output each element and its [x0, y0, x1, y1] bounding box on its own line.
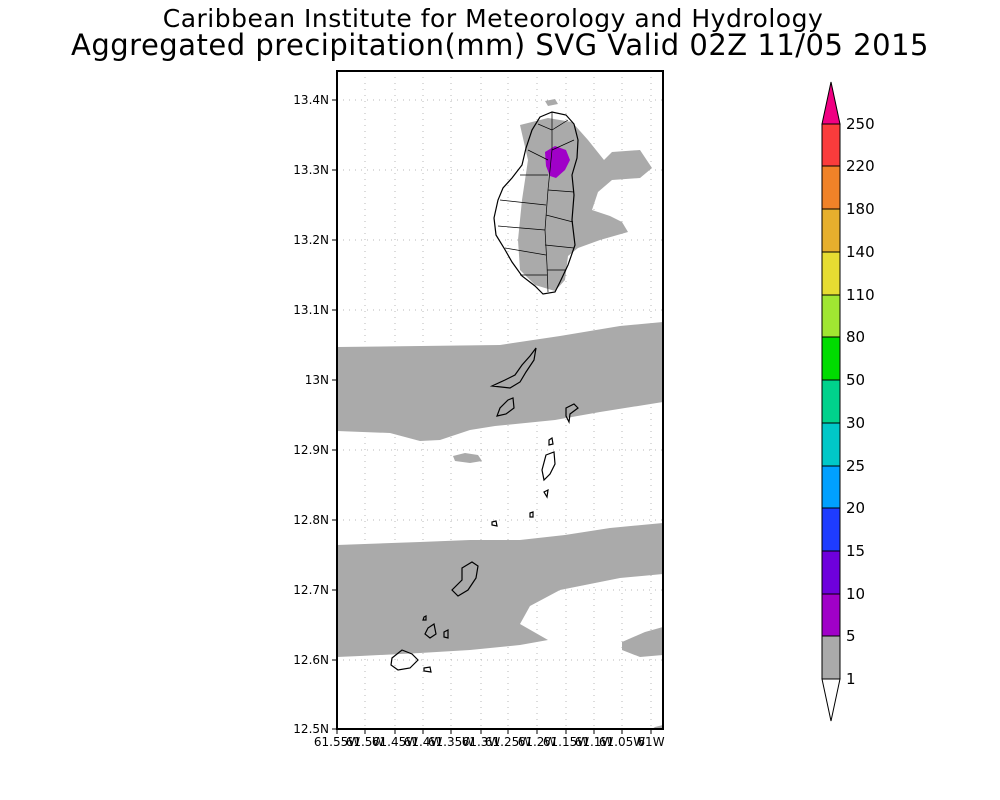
legend-bin-10-15: [821, 550, 841, 595]
legend-label-30: 30: [846, 414, 865, 432]
lat-label-12-8: 12.8N: [293, 513, 329, 527]
legend-label-20: 20: [846, 499, 865, 517]
legend-label-110: 110: [846, 286, 875, 304]
color-legend: [821, 81, 841, 722]
legend-label-1: 1: [846, 670, 856, 688]
legend-label-15: 15: [846, 542, 865, 560]
legend-bin-180-220: [821, 165, 841, 210]
legend-bin-below-1: [821, 678, 841, 722]
island-st-vincent: [493, 111, 579, 295]
lon-label-61-45: 61.45W: [372, 735, 418, 749]
legend-bin-140-180: [821, 208, 841, 253]
legend-label-5: 5: [846, 627, 856, 645]
lon-label-61-1: 61.1W: [575, 735, 614, 749]
lon-label-61-25: 61.25W: [485, 735, 531, 749]
lat-label-13-4: 13.4N: [293, 93, 329, 107]
lat-label-12-9: 12.9N: [293, 443, 329, 457]
legend-label-25: 25: [846, 457, 865, 475]
lat-label-12-5: 12.5N: [293, 722, 329, 736]
lon-label-61-3: 61.3W: [462, 735, 501, 749]
legend-bin-15-20: [821, 507, 841, 552]
legend-bin-110-140: [821, 251, 841, 296]
watershed-lines: [497, 112, 575, 293]
island-outlines: [390, 111, 579, 673]
legend-bin-1-5: [821, 635, 841, 680]
legend-label-250: 250: [846, 115, 875, 133]
legend-label-140: 140: [846, 243, 875, 261]
lon-label-61-05: 61.05W: [599, 735, 645, 749]
legend-label-10: 10: [846, 585, 865, 603]
lat-label-12-7: 12.7N: [293, 583, 329, 597]
legend-label-50: 50: [846, 371, 865, 389]
legend-bin-25-30: [821, 422, 841, 467]
lon-label-61-35: 61.35W: [428, 735, 474, 749]
lat-label-13-3: 13.3N: [293, 163, 329, 177]
legend-bin-20-25: [821, 465, 841, 509]
legend-bin-30-50: [821, 379, 841, 424]
lon-label-61-55: 61.55W: [314, 735, 360, 749]
lat-label-13: 13N: [305, 373, 329, 387]
lon-label-61-15: 61.15W: [543, 735, 589, 749]
map-title-product: Aggregated precipitation(mm) SVG Valid 0…: [71, 28, 929, 62]
lon-label-61: 61W: [637, 735, 664, 749]
legend-label-80: 80: [846, 328, 865, 346]
lat-label-13-1: 13.1N: [293, 303, 329, 317]
legend-label-220: 220: [846, 157, 875, 175]
lon-label-61-2: 61.2W: [518, 735, 557, 749]
legend-bin-80-110: [821, 294, 841, 338]
map-title-institute: Caribbean Institute for Meteorology and …: [162, 4, 824, 33]
legend-bin-220-250: [821, 123, 841, 167]
legend-bin-50-80: [821, 336, 841, 381]
lon-label-61-4: 61.4W: [404, 735, 443, 749]
lon-label-61-5: 61.5W: [346, 735, 385, 749]
legend-label-180: 180: [846, 200, 875, 218]
lat-label-13-2: 13.2N: [293, 233, 329, 247]
legend-bin-5-10: [821, 593, 841, 637]
legend-bin-above-250: [821, 81, 841, 125]
lat-label-12-6: 12.6N: [293, 653, 329, 667]
